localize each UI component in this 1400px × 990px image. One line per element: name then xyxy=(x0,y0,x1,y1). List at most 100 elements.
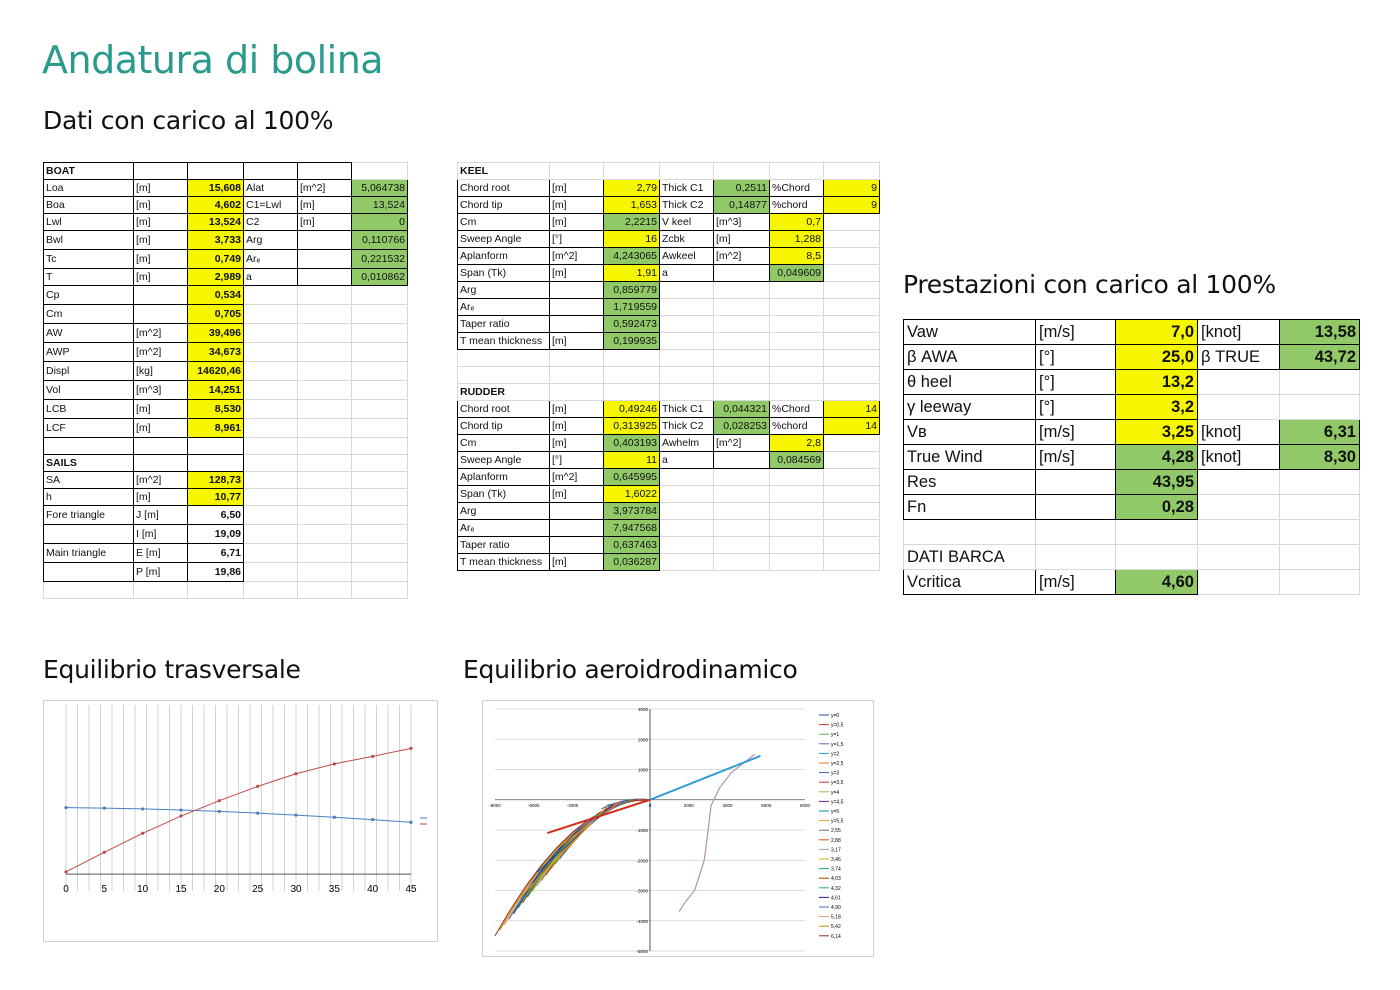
empty-cell xyxy=(549,383,604,401)
keel-cell: Arₑ xyxy=(457,298,550,316)
boat-cell xyxy=(351,323,408,343)
keel-cell xyxy=(549,298,604,316)
performance-cell xyxy=(1279,569,1360,595)
boat-cell xyxy=(351,399,408,419)
rudder-cell: Taper ratio xyxy=(457,536,550,554)
keel-cell: 2,2215 xyxy=(603,213,660,231)
performance-cell xyxy=(1197,469,1280,495)
sails-cell: P [m] xyxy=(133,562,188,582)
boat-cell: C2 xyxy=(243,213,298,231)
keel-cell: Zcbk xyxy=(659,230,714,248)
keel-cell: 0,199935 xyxy=(603,332,660,350)
empty-cell xyxy=(297,162,352,180)
keel-cell xyxy=(823,230,880,248)
keel-cell: [m] xyxy=(549,332,604,350)
boat-cell xyxy=(297,380,352,400)
legend-label: y=4 xyxy=(831,790,839,796)
performance-cell: Fn xyxy=(903,494,1036,520)
empty-cell xyxy=(351,488,408,506)
rudder-cell: Sweep Angle xyxy=(457,451,550,469)
boat-cell: [m] xyxy=(133,213,188,231)
keel-cell: 4,243065 xyxy=(603,247,660,265)
empty-cell xyxy=(297,454,352,472)
empty-cell xyxy=(713,366,770,384)
rudder-cell: 0,637463 xyxy=(603,536,660,554)
boat-cell xyxy=(133,304,188,324)
keel-cell: [m] xyxy=(549,213,604,231)
boat-cell: [m^2] xyxy=(133,323,188,343)
boat-cell xyxy=(351,418,408,438)
empty-cell xyxy=(659,162,714,180)
fan-curve xyxy=(536,799,651,887)
boat-cell xyxy=(243,342,298,362)
boat-cell: 8,961 xyxy=(187,418,244,438)
boat-cell: 5,064738 xyxy=(351,179,408,197)
keel-rudder-sheet: KEEL Chord root [m] 2,79 Thick C1 0,2511 %Chor… xyxy=(457,162,880,571)
performance-cell: Res xyxy=(903,469,1036,495)
series-point xyxy=(141,831,145,835)
x-tick-label: 0 xyxy=(649,803,652,808)
boat-cell: [m] xyxy=(297,213,352,231)
rudder-cell: Thick C2 xyxy=(659,417,714,435)
legend-label: 3,74 xyxy=(831,867,841,873)
rudder-cell: [°] xyxy=(549,451,604,469)
empty-cell xyxy=(823,162,880,180)
boat-cell: [m] xyxy=(133,268,188,286)
series-point xyxy=(409,820,413,824)
performance-cell: [m/s] xyxy=(1035,569,1116,595)
performance-cell: Vaw xyxy=(903,319,1036,345)
performance-cell: 3,25 xyxy=(1115,419,1198,445)
legend-label: 4,03 xyxy=(831,876,841,882)
keel-cell xyxy=(713,315,770,333)
sails-cell: Fore triangle xyxy=(43,505,134,525)
fan-curve xyxy=(550,799,651,870)
empty-cell xyxy=(457,366,550,384)
x-tick-label: 35 xyxy=(329,884,341,895)
section-title-data: Dati con carico al 100% xyxy=(43,106,334,135)
sails-cell: I [m] xyxy=(133,524,188,544)
series-point xyxy=(217,809,221,814)
empty-cell xyxy=(297,505,352,525)
legend-label: y=0 xyxy=(831,713,839,719)
legend-label: 4,32 xyxy=(831,886,841,892)
keel-cell xyxy=(713,281,770,299)
series-point xyxy=(332,762,336,766)
keel-cell: 0,14877 xyxy=(713,196,770,214)
keel-cell: Taper ratio xyxy=(457,315,550,333)
fan-curve xyxy=(494,799,651,937)
x-tick-label: 8000 xyxy=(800,803,811,808)
rudder-cell xyxy=(713,553,770,571)
y-tick-label: -4000 xyxy=(636,919,648,924)
rudder-cell: [m] xyxy=(549,553,604,571)
transverse-equilibrium-chart: 0 5 10 15 20 25 30 35 40 45 xyxy=(43,700,438,942)
keel-cell: T mean thickness xyxy=(457,332,550,350)
empty-cell xyxy=(243,454,298,472)
rudder-cell: [m] xyxy=(549,417,604,435)
empty-cell xyxy=(769,383,824,401)
keel-cell: 0,592473 xyxy=(603,315,660,333)
boat-cell: [m^3] xyxy=(133,380,188,400)
rudder-cell: 0,403193 xyxy=(603,434,660,452)
boat-cell xyxy=(243,418,298,438)
keel-header: KEEL xyxy=(457,162,550,180)
keel-cell: 9 xyxy=(823,196,880,214)
performance-cell xyxy=(1035,494,1116,520)
rudder-cell xyxy=(659,468,714,486)
empty-cell xyxy=(823,349,880,367)
rudder-cell: 0,028253 xyxy=(713,417,770,435)
keel-cell xyxy=(659,315,714,333)
rudder-cell: 0,084569 xyxy=(769,451,824,469)
performance-cell: DATI BARCA xyxy=(903,544,1036,570)
rudder-cell: 14 xyxy=(823,417,880,435)
empty-cell xyxy=(769,349,824,367)
performance-cell: [m/s] xyxy=(1035,319,1116,345)
rudder-cell: 2,8 xyxy=(769,434,824,452)
keel-cell: [m^3] xyxy=(713,213,770,231)
rudder-cell: 7,947568 xyxy=(603,519,660,537)
rudder-cell: Aplanform xyxy=(457,468,550,486)
empty-cell xyxy=(243,437,298,455)
boat-header: BOAT xyxy=(43,162,134,180)
empty-cell xyxy=(351,505,408,525)
boat-cell: [m^2] xyxy=(133,342,188,362)
rudder-cell: a xyxy=(659,451,714,469)
